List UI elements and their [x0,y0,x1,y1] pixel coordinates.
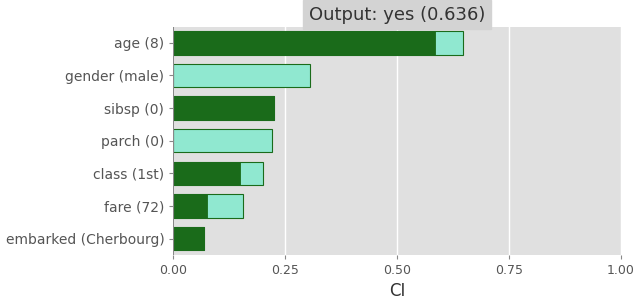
Bar [173,194,207,218]
X-axis label: CI: CI [388,282,405,300]
Bar [173,96,274,120]
Bar [173,31,435,54]
Title: Output: yes (0.636): Output: yes (0.636) [308,6,485,24]
Bar [173,162,239,185]
Bar [173,194,243,218]
Bar [173,96,274,120]
Bar [173,129,272,152]
Bar [173,64,310,87]
Bar [173,31,463,54]
Bar [173,227,204,250]
Bar [173,227,204,250]
Bar [173,162,263,185]
